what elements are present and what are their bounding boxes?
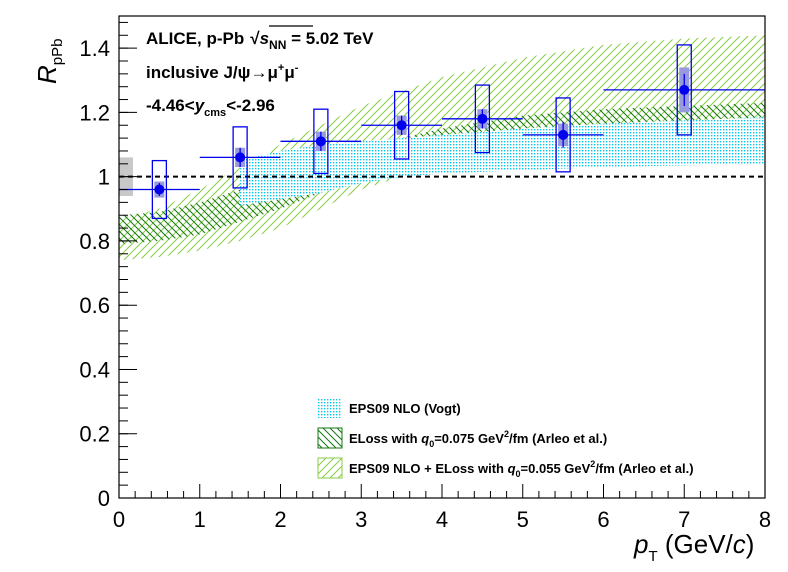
- y-tick-label: 0.6: [79, 293, 110, 318]
- y-tick-label: 0.2: [79, 422, 110, 447]
- legend: EPS09 NLO (Vogt) ELoss with q0=0.075 GeV…: [317, 398, 694, 479]
- legend-label-eps09-eloss: EPS09 NLO + ELoss with q0=0.055 GeV2/fm …: [349, 459, 694, 479]
- data-marker: [477, 113, 488, 124]
- data-point-group: [603, 44, 765, 136]
- y-tick-label: 1: [98, 165, 110, 190]
- x-tick-label: 6: [597, 507, 609, 532]
- band-eloss: [119, 102, 765, 245]
- theory-bands: [119, 35, 765, 261]
- annotation-rapidity: -4.46<ycms<-2.96: [146, 96, 275, 119]
- data-marker: [315, 136, 326, 147]
- x-tick-label: 4: [436, 507, 448, 532]
- data-marker: [679, 84, 690, 95]
- data-point-group: [361, 90, 442, 160]
- legend-swatch-eps09: [318, 398, 342, 418]
- data-marker: [154, 184, 165, 195]
- x-tick-label: 5: [517, 507, 529, 532]
- y-tick-label: 1.4: [79, 36, 110, 61]
- y-tick-label: 0: [98, 486, 110, 511]
- x-axis-title: pT (GeV/c): [633, 529, 754, 565]
- data-point-group: [522, 97, 604, 173]
- x-tick-label: 1: [194, 507, 206, 532]
- legend-swatch-eps09-eloss: [317, 457, 343, 479]
- data-marker: [396, 120, 407, 131]
- legend-label-eps09: EPS09 NLO (Vogt): [349, 401, 461, 416]
- axis-ticks: 0 1 2 3 4 5 6 7 8 0 0.2 0.4 0.6 0.8 1 1.2 1.4: [79, 21, 771, 532]
- legend-label-eloss: ELoss with q0=0.075 GeV2/fm (Arleo et al…: [349, 429, 607, 449]
- x-tick-label: 8: [759, 507, 771, 532]
- annotation-process: inclusive J/ψ→μ+μ-: [146, 62, 299, 82]
- data-marker: [558, 129, 569, 140]
- band-eps09-vogt: [240, 117, 765, 206]
- y-tick-label: 0.4: [79, 357, 110, 382]
- data-point-group: [119, 159, 200, 220]
- x-tick-label: 3: [355, 507, 367, 532]
- data-point-group: [442, 84, 523, 154]
- annotation-collision: ALICE, p-Pb √sNN = 5.02 TeV: [146, 29, 374, 52]
- x-tick-label: 0: [113, 507, 125, 532]
- y-tick-label: 1.2: [79, 100, 110, 125]
- y-tick-label: 0.8: [79, 229, 110, 254]
- data-marker: [235, 152, 246, 163]
- data-points: [119, 44, 765, 220]
- x-tick-label: 7: [678, 507, 690, 532]
- data-point-group: [199, 126, 281, 189]
- x-tick-label: 2: [274, 507, 286, 532]
- data-point-group: [280, 108, 362, 175]
- legend-swatch-eloss: [317, 427, 343, 449]
- y-axis-title: RpPb: [32, 39, 66, 84]
